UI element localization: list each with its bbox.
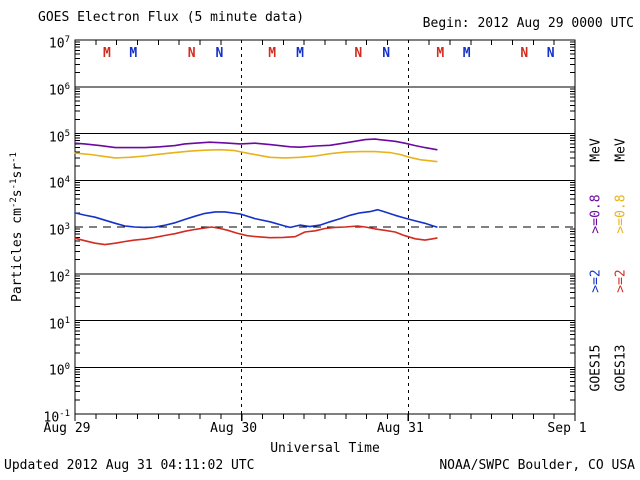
goes13-2-mev-line [74,225,438,246]
y-tick-label: 100 [48,362,70,379]
goes15-0-8-mev-line [74,138,438,151]
goes15-noon-marker: N [382,46,390,61]
goes13-noon-marker: N [520,46,528,61]
y-axis-label: Particles cm-2s-1sr-1 [8,152,26,302]
goes13-unit-label: MeV [613,138,629,162]
x-tick-label: Sep 1 [547,421,587,436]
credit-text: NOAA/SWPC Boulder, CO USA [439,458,635,473]
y-tick-label: 105 [48,128,70,145]
goes15-ge-2-label: >=2 [588,269,604,293]
goes15-noon-marker: N [547,46,555,61]
y-tick-label: 10-1 [43,409,71,426]
x-tick-label: Aug 29 [43,421,91,436]
goes13-noon-marker: N [188,46,196,61]
begin-timestamp: Begin: 2012 Aug 29 0000 UTC [422,16,634,31]
goes15-unit-label: MeV [588,138,604,162]
y-tick-label: 103 [48,222,70,239]
x-tick-label: Aug 31 [376,421,424,436]
y-tick-label: 106 [48,81,70,99]
goes13-ge-2-label: >=2 [613,269,629,293]
goes15-midnight-marker: M [296,46,304,61]
goes13-midnight-marker: M [436,46,444,61]
goes15-midnight-marker: M [463,46,471,61]
goes13-0-8-mev-line [74,148,438,163]
y-tick-label: 102 [48,268,70,286]
goes13-noon-marker: N [354,46,362,61]
y-tick-label: 104 [48,175,70,192]
y-tick-label: 107 [48,35,70,52]
goes15-noon-marker: N [216,46,224,61]
goes15-ge-0.8-label: >=0.8 [588,194,604,234]
goes13-midnight-marker: M [103,46,111,61]
goes15-midnight-marker: M [129,46,137,61]
goes15-sat-label: GOES15 [588,344,604,392]
chart-title: GOES Electron Flux (5 minute data) [38,10,305,25]
goes15-2-mev-line [74,208,438,229]
x-axis-label: Universal Time [270,441,380,456]
x-tick-label: Aug 30 [210,421,258,436]
updated-timestamp: Updated 2012 Aug 31 04:11:02 UTC [4,458,255,473]
goes13-sat-label: GOES13 [613,344,629,392]
y-tick-label: 101 [48,315,70,332]
goes13-midnight-marker: M [268,46,276,61]
goes13-ge-0.8-label: >=0.8 [613,194,629,234]
